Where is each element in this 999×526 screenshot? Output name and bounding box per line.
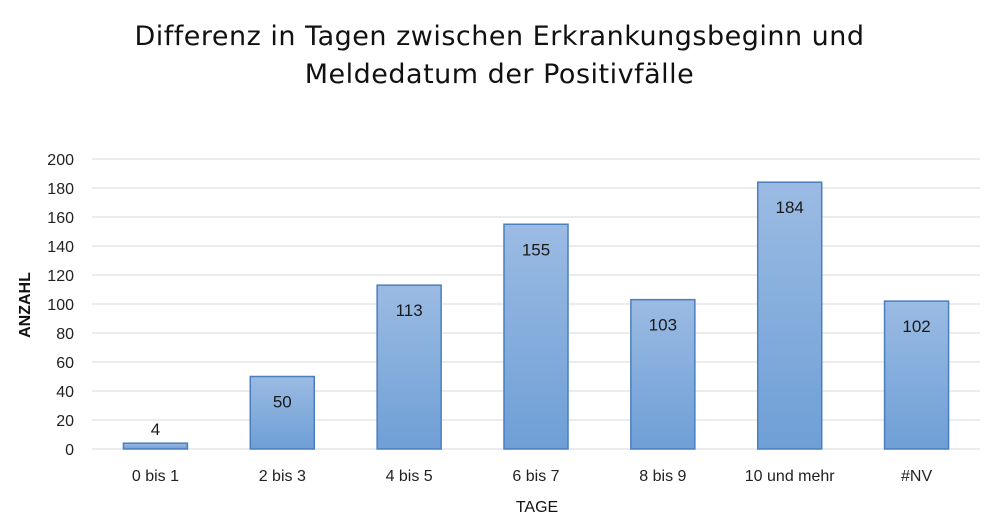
- chart-title: Differenz in Tagen zwischen Erkrankungsb…: [0, 18, 999, 94]
- data-label: 113: [396, 301, 423, 320]
- y-tick-label: 200: [47, 152, 74, 169]
- y-tick-label: 100: [47, 297, 74, 314]
- x-tick-label: #NV: [901, 468, 932, 485]
- y-tick-label: 120: [47, 268, 74, 285]
- y-tick-label: 140: [47, 239, 74, 256]
- data-label: 155: [522, 240, 550, 259]
- bar: [249, 375, 316, 450]
- y-tick-label: 20: [56, 413, 74, 430]
- y-tick-label: 60: [56, 355, 74, 372]
- data-label: 103: [649, 316, 677, 335]
- y-tick-label: 0: [65, 442, 74, 459]
- x-axis-label: TAGE: [516, 499, 558, 516]
- x-tick-label: 6 bis 7: [512, 468, 559, 485]
- bar: [883, 300, 950, 450]
- x-tick-label: 2 bis 3: [259, 468, 306, 485]
- bar: [756, 181, 823, 450]
- bars: 4 50 113 155 103 184 102: [122, 181, 950, 450]
- x-tick-label: 4 bis 5: [386, 468, 433, 485]
- x-tick-label: 0 bis 1: [132, 468, 179, 485]
- data-label: 102: [902, 317, 930, 336]
- chart-title-line-1: Differenz in Tagen zwischen Erkrankungsb…: [134, 21, 865, 52]
- y-tick-label: 160: [47, 210, 74, 227]
- data-label: 184: [776, 198, 804, 217]
- x-tick-label: 8 bis 9: [639, 468, 686, 485]
- chart-title-line-2: Meldedatum der Positivfälle: [304, 59, 695, 90]
- bar: [122, 442, 189, 450]
- bar: [503, 223, 569, 450]
- y-tick-label: 180: [47, 181, 74, 198]
- data-label: 4: [151, 420, 160, 439]
- x-axis-ticks: 0 bis 1 2 bis 3 4 bis 5 6 bis 7 8 bis 9 10 un…: [132, 468, 933, 485]
- data-label: 50: [273, 393, 292, 412]
- y-axis-label: ANZAHL: [17, 272, 34, 338]
- bar: [376, 284, 442, 450]
- y-tick-label: 80: [56, 326, 74, 343]
- y-axis-ticks: 0 20 40 60 80 100 120 140 160 180 200: [47, 152, 74, 459]
- bar: [630, 298, 696, 450]
- x-tick-label: 10 und mehr: [745, 468, 836, 485]
- y-tick-label: 40: [56, 384, 74, 401]
